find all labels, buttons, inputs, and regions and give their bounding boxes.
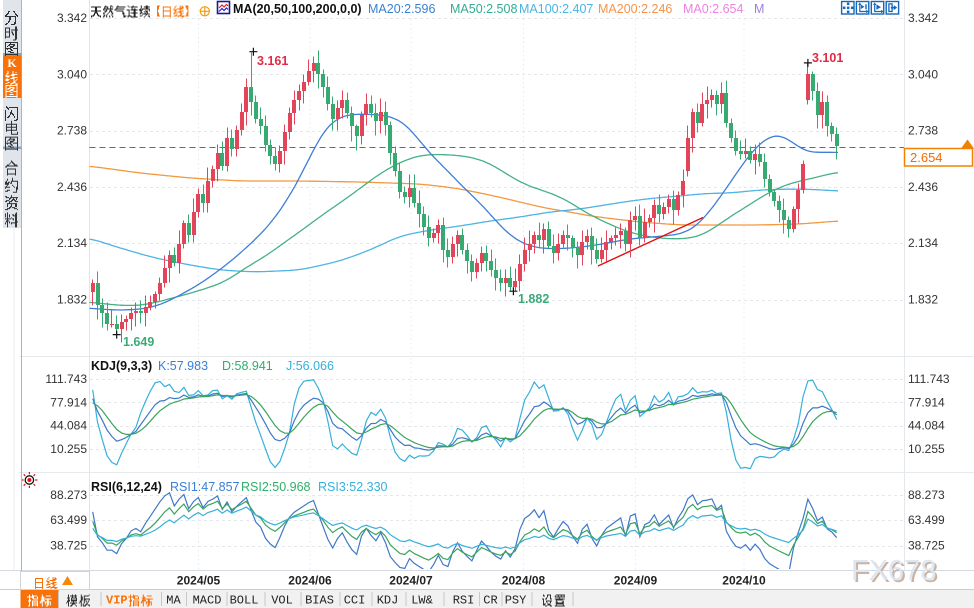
svg-text:RSI2:50.968: RSI2:50.968 bbox=[241, 480, 311, 494]
svg-text:VOL: VOL bbox=[271, 594, 293, 608]
svg-text:2.134: 2.134 bbox=[908, 236, 938, 250]
svg-text:RSI: RSI bbox=[453, 594, 475, 608]
svg-text:CCI: CCI bbox=[344, 594, 366, 608]
svg-text:44.084: 44.084 bbox=[908, 419, 945, 433]
svg-text:2.436: 2.436 bbox=[908, 180, 938, 194]
svg-text:3.342: 3.342 bbox=[908, 11, 938, 25]
svg-text:M: M bbox=[754, 2, 764, 16]
svg-text:D:58.941: D:58.941 bbox=[222, 359, 273, 373]
svg-text:2024/06: 2024/06 bbox=[288, 574, 332, 588]
svg-text:2.738: 2.738 bbox=[908, 124, 938, 138]
svg-text:KDJ: KDJ bbox=[377, 594, 399, 608]
svg-text:2024/07: 2024/07 bbox=[389, 574, 433, 588]
svg-text:3.040: 3.040 bbox=[908, 67, 938, 81]
svg-text:88.273: 88.273 bbox=[50, 488, 87, 502]
svg-text:2024/09: 2024/09 bbox=[614, 574, 658, 588]
svg-text:38.725: 38.725 bbox=[50, 539, 87, 553]
svg-text:3.161: 3.161 bbox=[257, 54, 288, 68]
svg-text:MA(20,50,100,200,0,0): MA(20,50,100,200,0,0) bbox=[233, 2, 362, 16]
svg-text:10.255: 10.255 bbox=[50, 442, 87, 456]
svg-text:1.649: 1.649 bbox=[123, 335, 154, 349]
svg-text:10.255: 10.255 bbox=[908, 442, 945, 456]
svg-text:63.499: 63.499 bbox=[908, 513, 945, 527]
svg-text:MA20:2.596: MA20:2.596 bbox=[368, 2, 435, 16]
svg-text:77.914: 77.914 bbox=[908, 395, 945, 409]
svg-text:2.654: 2.654 bbox=[910, 150, 943, 165]
svg-text:CR: CR bbox=[483, 594, 497, 608]
svg-text:3.101: 3.101 bbox=[812, 51, 843, 65]
svg-text:J:56.066: J:56.066 bbox=[286, 359, 334, 373]
svg-text:2.738: 2.738 bbox=[57, 124, 87, 138]
svg-text:38.725: 38.725 bbox=[908, 539, 945, 553]
svg-text:2024/05: 2024/05 bbox=[177, 574, 221, 588]
svg-text:2.436: 2.436 bbox=[57, 180, 87, 194]
svg-text:RSI1:47.857: RSI1:47.857 bbox=[170, 480, 240, 494]
svg-text:1.882: 1.882 bbox=[518, 292, 549, 306]
svg-text:FX678: FX678 bbox=[853, 557, 938, 589]
svg-text:BIAS: BIAS bbox=[305, 594, 334, 608]
svg-text:MA200:2.246: MA200:2.246 bbox=[598, 2, 672, 16]
svg-text:44.084: 44.084 bbox=[50, 419, 87, 433]
svg-text:MACD: MACD bbox=[193, 594, 222, 608]
svg-text:2024/08: 2024/08 bbox=[502, 574, 546, 588]
svg-text:MA: MA bbox=[166, 594, 181, 608]
svg-text:BOLL: BOLL bbox=[230, 594, 259, 608]
svg-text:1.832: 1.832 bbox=[57, 293, 87, 307]
svg-text:K: K bbox=[7, 56, 17, 70]
svg-text:LW&: LW& bbox=[411, 594, 433, 608]
svg-text:MA50:2.508: MA50:2.508 bbox=[450, 2, 517, 16]
svg-text:FX678: FX678 bbox=[851, 555, 936, 587]
svg-text:KDJ(9,3,3): KDJ(9,3,3) bbox=[91, 359, 152, 373]
svg-text:77.914: 77.914 bbox=[50, 395, 87, 409]
svg-text:RSI3:52.330: RSI3:52.330 bbox=[318, 480, 388, 494]
svg-text:2024/10: 2024/10 bbox=[722, 574, 766, 588]
svg-text:3.040: 3.040 bbox=[57, 67, 87, 81]
svg-text:RSI(6,12,24): RSI(6,12,24) bbox=[91, 480, 162, 494]
svg-text:MA0:2.654: MA0:2.654 bbox=[683, 2, 744, 16]
svg-text:63.499: 63.499 bbox=[50, 513, 87, 527]
svg-text:88.273: 88.273 bbox=[908, 488, 945, 502]
svg-text:VIP: VIP bbox=[106, 594, 128, 608]
svg-text:1.832: 1.832 bbox=[908, 293, 938, 307]
svg-text:PSY: PSY bbox=[505, 594, 527, 608]
svg-text:3.342: 3.342 bbox=[57, 11, 87, 25]
svg-text:2.134: 2.134 bbox=[57, 236, 87, 250]
svg-text:K:57.983: K:57.983 bbox=[158, 359, 208, 373]
svg-text:MA100:2.407: MA100:2.407 bbox=[519, 2, 593, 16]
svg-text:111.743: 111.743 bbox=[45, 372, 87, 386]
svg-text:111.743: 111.743 bbox=[908, 372, 950, 386]
